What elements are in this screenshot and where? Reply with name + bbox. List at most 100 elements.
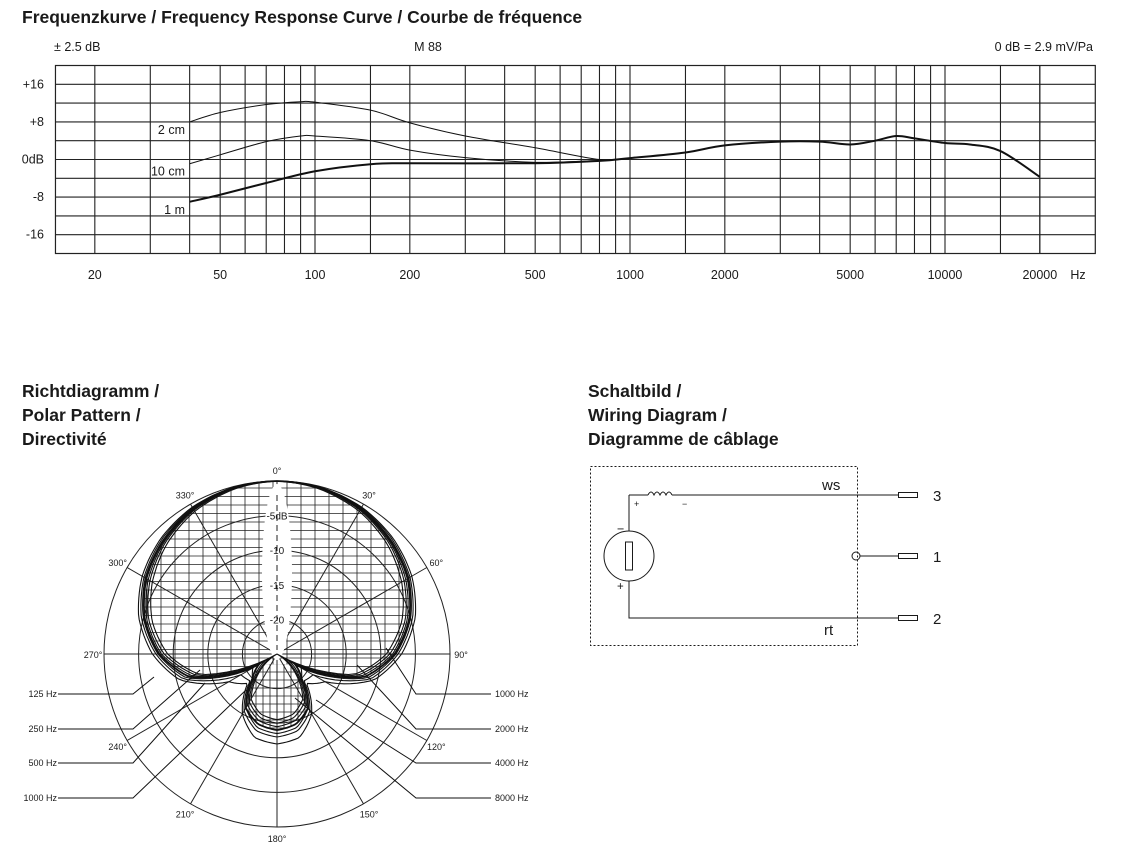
leader-line [385, 647, 491, 695]
frequency-legend-label: 125 Hz [28, 689, 57, 699]
leader-line [294, 697, 491, 799]
center-slit [262, 484, 292, 660]
leader-line [58, 676, 155, 695]
curve-1-m [189, 134, 1041, 203]
polar-curve-250-Hz [140, 480, 414, 738]
wiring-diagram: ws rt 3 1 2 + − − + [590, 466, 941, 646]
polar-curve-2000-Hz [145, 480, 409, 728]
ground-terminal-icon [851, 551, 861, 561]
frequency-legend-label: 1000 Hz [495, 689, 529, 699]
x-tick-label: 50 [213, 268, 227, 282]
frequency-response-chart: ± 2.5 dB M 88 0 dB = 2.9 mV/Pa 2 cm 10 cm… [22, 40, 1096, 282]
plot-frame [54, 64, 1096, 255]
pin-2-label: 2 [933, 611, 941, 628]
frequency-response-title: Frequenzkurve / Frequency Response Curve… [22, 7, 583, 27]
y-tick-label: -8 [33, 190, 44, 204]
wire-rt [628, 495, 898, 619]
frequency-legend-label: 1000 Hz [23, 793, 57, 803]
y-tick-label: -16 [26, 228, 44, 242]
curve-2-cm [189, 100, 631, 161]
frequency-tick-labels: 20 50 100 200 500 1000 2000 5000 10000 20000 Hz +16… [22, 77, 1086, 282]
coil-plus-label: + [634, 499, 639, 509]
polar-title-line: Polar Pattern / [22, 405, 141, 425]
pin-1 [898, 553, 918, 559]
angle-label: 270° [84, 650, 103, 660]
model-label: M 88 [414, 40, 442, 54]
pin-3-label: 3 [933, 488, 941, 505]
polar-curves [137, 480, 417, 745]
y-tick-label: +8 [30, 115, 44, 129]
x-tick-label: 200 [399, 268, 420, 282]
ring-label: -15 [270, 581, 285, 592]
housing-boundary [590, 466, 858, 646]
angle-label: 90° [454, 650, 468, 660]
angle-label: 330° [176, 491, 195, 501]
x-tick-label: 20000 [1022, 268, 1057, 282]
polar-labels: -5dB -10 -15 -20 0° 30° 60° 90° 120° 150° 180° 210°… [23, 466, 529, 844]
tolerance-label: ± 2.5 dB [54, 40, 100, 54]
angle-label: 300° [108, 558, 127, 568]
capsule-icon [603, 530, 655, 582]
ring-label: -5dB [266, 512, 287, 523]
angle-label: 60° [430, 558, 444, 568]
leader-line [356, 664, 491, 730]
ring-label: -10 [270, 546, 285, 557]
angle-label: 120° [427, 742, 446, 752]
x-tick-label: 10000 [928, 268, 963, 282]
x-tick-label: 20 [88, 268, 102, 282]
wire-ws-label: ws [821, 477, 840, 494]
x-tick-label: 2000 [711, 268, 739, 282]
leader-line [58, 689, 247, 799]
polar-title-line: Directivité [22, 429, 107, 449]
x-tick-label: 1000 [616, 268, 644, 282]
y-tick-label: +16 [23, 77, 44, 91]
frequency-legend-label: 2000 Hz [495, 724, 529, 734]
polar-radial-line [190, 503, 278, 655]
polar-radial-line [276, 653, 364, 805]
y-tick-label: 0dB [22, 153, 44, 167]
capsule-minus-label: − [617, 522, 624, 536]
frequency-legend-label: 500 Hz [28, 758, 57, 768]
frequency-grid [54, 64, 1096, 255]
polar-curve-1000-Hz [143, 480, 411, 731]
coil-minus-label: − [682, 499, 687, 509]
polar-curve-500-Hz [142, 480, 412, 735]
curve-label: 1 m [164, 203, 185, 217]
capsule-plus-label: + [617, 581, 624, 593]
curve-label: 2 cm [158, 123, 185, 137]
pin-3 [898, 492, 918, 498]
polar-pattern-chart: -5dB -10 -15 -20 0° 30° 60° 90° 120° 150° 180° 210°… [23, 466, 529, 844]
frequency-legend-label: 8000 Hz [495, 793, 529, 803]
reference-label: 0 dB = 2.9 mV/Pa [995, 40, 1093, 54]
angle-label: 0° [273, 466, 282, 476]
wiring-diagram-title: Schaltbild / Wiring Diagram / Diagramme … [588, 379, 779, 451]
polar-curve-125-Hz [137, 480, 417, 745]
polar-title-line: Richtdiagramm / [22, 381, 160, 401]
curve-label: 10 cm [151, 165, 185, 179]
polar-pattern-title: Richtdiagramm / Polar Pattern / Directiv… [22, 379, 159, 451]
angle-label: 150° [360, 809, 379, 819]
x-unit-label: Hz [1070, 268, 1085, 282]
frequency-legend-label: 250 Hz [28, 724, 57, 734]
angle-label: 240° [108, 742, 127, 752]
resistor-icon [625, 541, 633, 571]
frequency-curves: 2 cm 10 cm 1 m [151, 100, 1041, 217]
pin-2 [898, 615, 918, 621]
wiring-title-line: Diagramme de câblage [588, 429, 779, 449]
angle-label: 30° [362, 491, 376, 501]
leader-line [315, 699, 491, 764]
polar-curve-8000-Hz [150, 480, 404, 721]
frequency-legend-label: 4000 Hz [495, 758, 529, 768]
angle-label: 210° [176, 809, 195, 819]
polar-radial-line [190, 653, 278, 805]
polar-curve-4000-Hz [147, 480, 407, 724]
leader-line [58, 682, 206, 764]
wire-rt-label: rt [824, 622, 834, 639]
coil-icon [647, 491, 673, 497]
angle-label: 180° [268, 834, 287, 844]
leader-line [58, 669, 201, 730]
wiring-title-line: Schaltbild / [588, 381, 682, 401]
pin-1-label: 1 [933, 549, 941, 566]
ring-label: -20 [270, 615, 285, 626]
